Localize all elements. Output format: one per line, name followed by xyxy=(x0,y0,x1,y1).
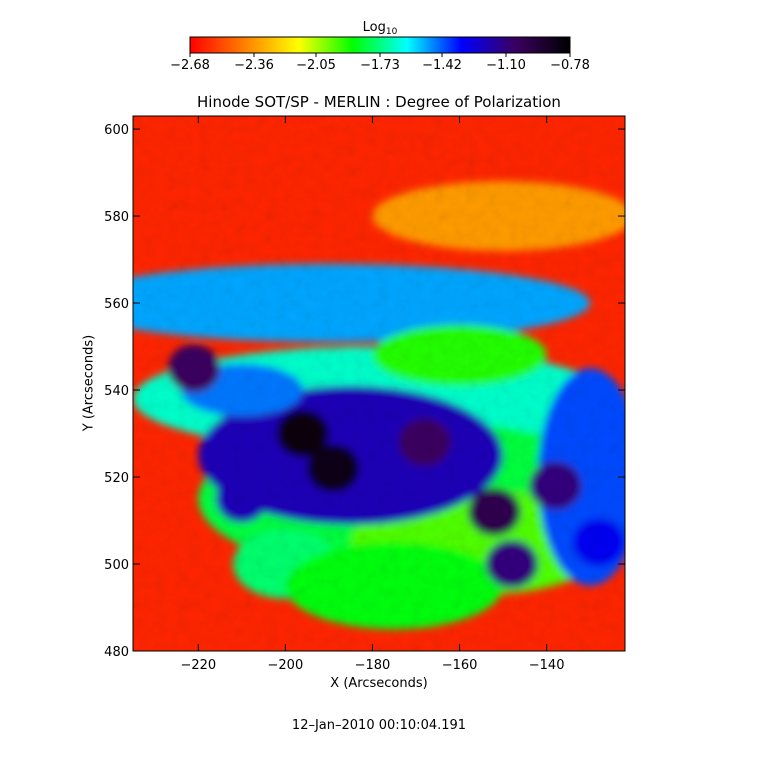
plot-frame xyxy=(132,115,626,652)
colorbar-tick-label: −0.78 xyxy=(550,58,590,73)
y-axis: 480 500 520 540 560 580 600 xyxy=(104,123,625,660)
colorbar-ticks: −2.68 −2.36 −2.05 −1.73 −1.42 −1.10 −0.78 xyxy=(170,53,590,73)
timestamp: 12–Jan–2010 00:10:04.191 xyxy=(291,718,467,733)
heatmap-texture xyxy=(133,116,625,651)
y-tick-label: 560 xyxy=(104,297,129,312)
colorbar-tick-label: −1.42 xyxy=(422,58,462,73)
chart-title: Hinode SOT/SP - MERLIN : Degree of Polar… xyxy=(197,93,561,111)
colorbar-title-subscript: 10 xyxy=(385,27,398,37)
y-tick-label: 500 xyxy=(104,558,129,573)
colorbar-title-base: Log xyxy=(362,20,386,35)
y-tick-label: 480 xyxy=(104,645,129,660)
x-tick-label: −200 xyxy=(268,658,304,673)
x-tick-label: −160 xyxy=(442,658,478,673)
colorbar: −2.68 −2.36 −2.05 −1.73 −1.42 −1.10 −0.78 xyxy=(170,36,590,73)
y-tick-label: 580 xyxy=(104,210,129,225)
heatmap xyxy=(133,116,625,651)
y-tick-label: 600 xyxy=(104,123,129,138)
colorbar-gradient xyxy=(189,36,571,54)
x-tick-label: −140 xyxy=(529,658,565,673)
y-tick-label: 540 xyxy=(104,384,129,399)
y-tick-label: 520 xyxy=(104,471,129,486)
colorbar-title: Log10 xyxy=(190,21,570,37)
colorbar-tick-label: −1.10 xyxy=(486,58,526,73)
x-tick-label: −180 xyxy=(355,658,391,673)
x-tick-label: −220 xyxy=(180,658,216,673)
colorbar-tick-label: −1.73 xyxy=(360,58,400,73)
colorbar-tick-label: −2.36 xyxy=(234,58,274,73)
colorbar-tick-label: −2.68 xyxy=(170,58,210,73)
x-axis-label: X (Arcseconds) xyxy=(330,676,428,691)
x-axis: −220 −200 −180 −160 −140 xyxy=(180,116,564,673)
colorbar-tick-label: −2.05 xyxy=(296,58,336,73)
y-axis-label: Y (Arcseconds) xyxy=(81,334,97,432)
